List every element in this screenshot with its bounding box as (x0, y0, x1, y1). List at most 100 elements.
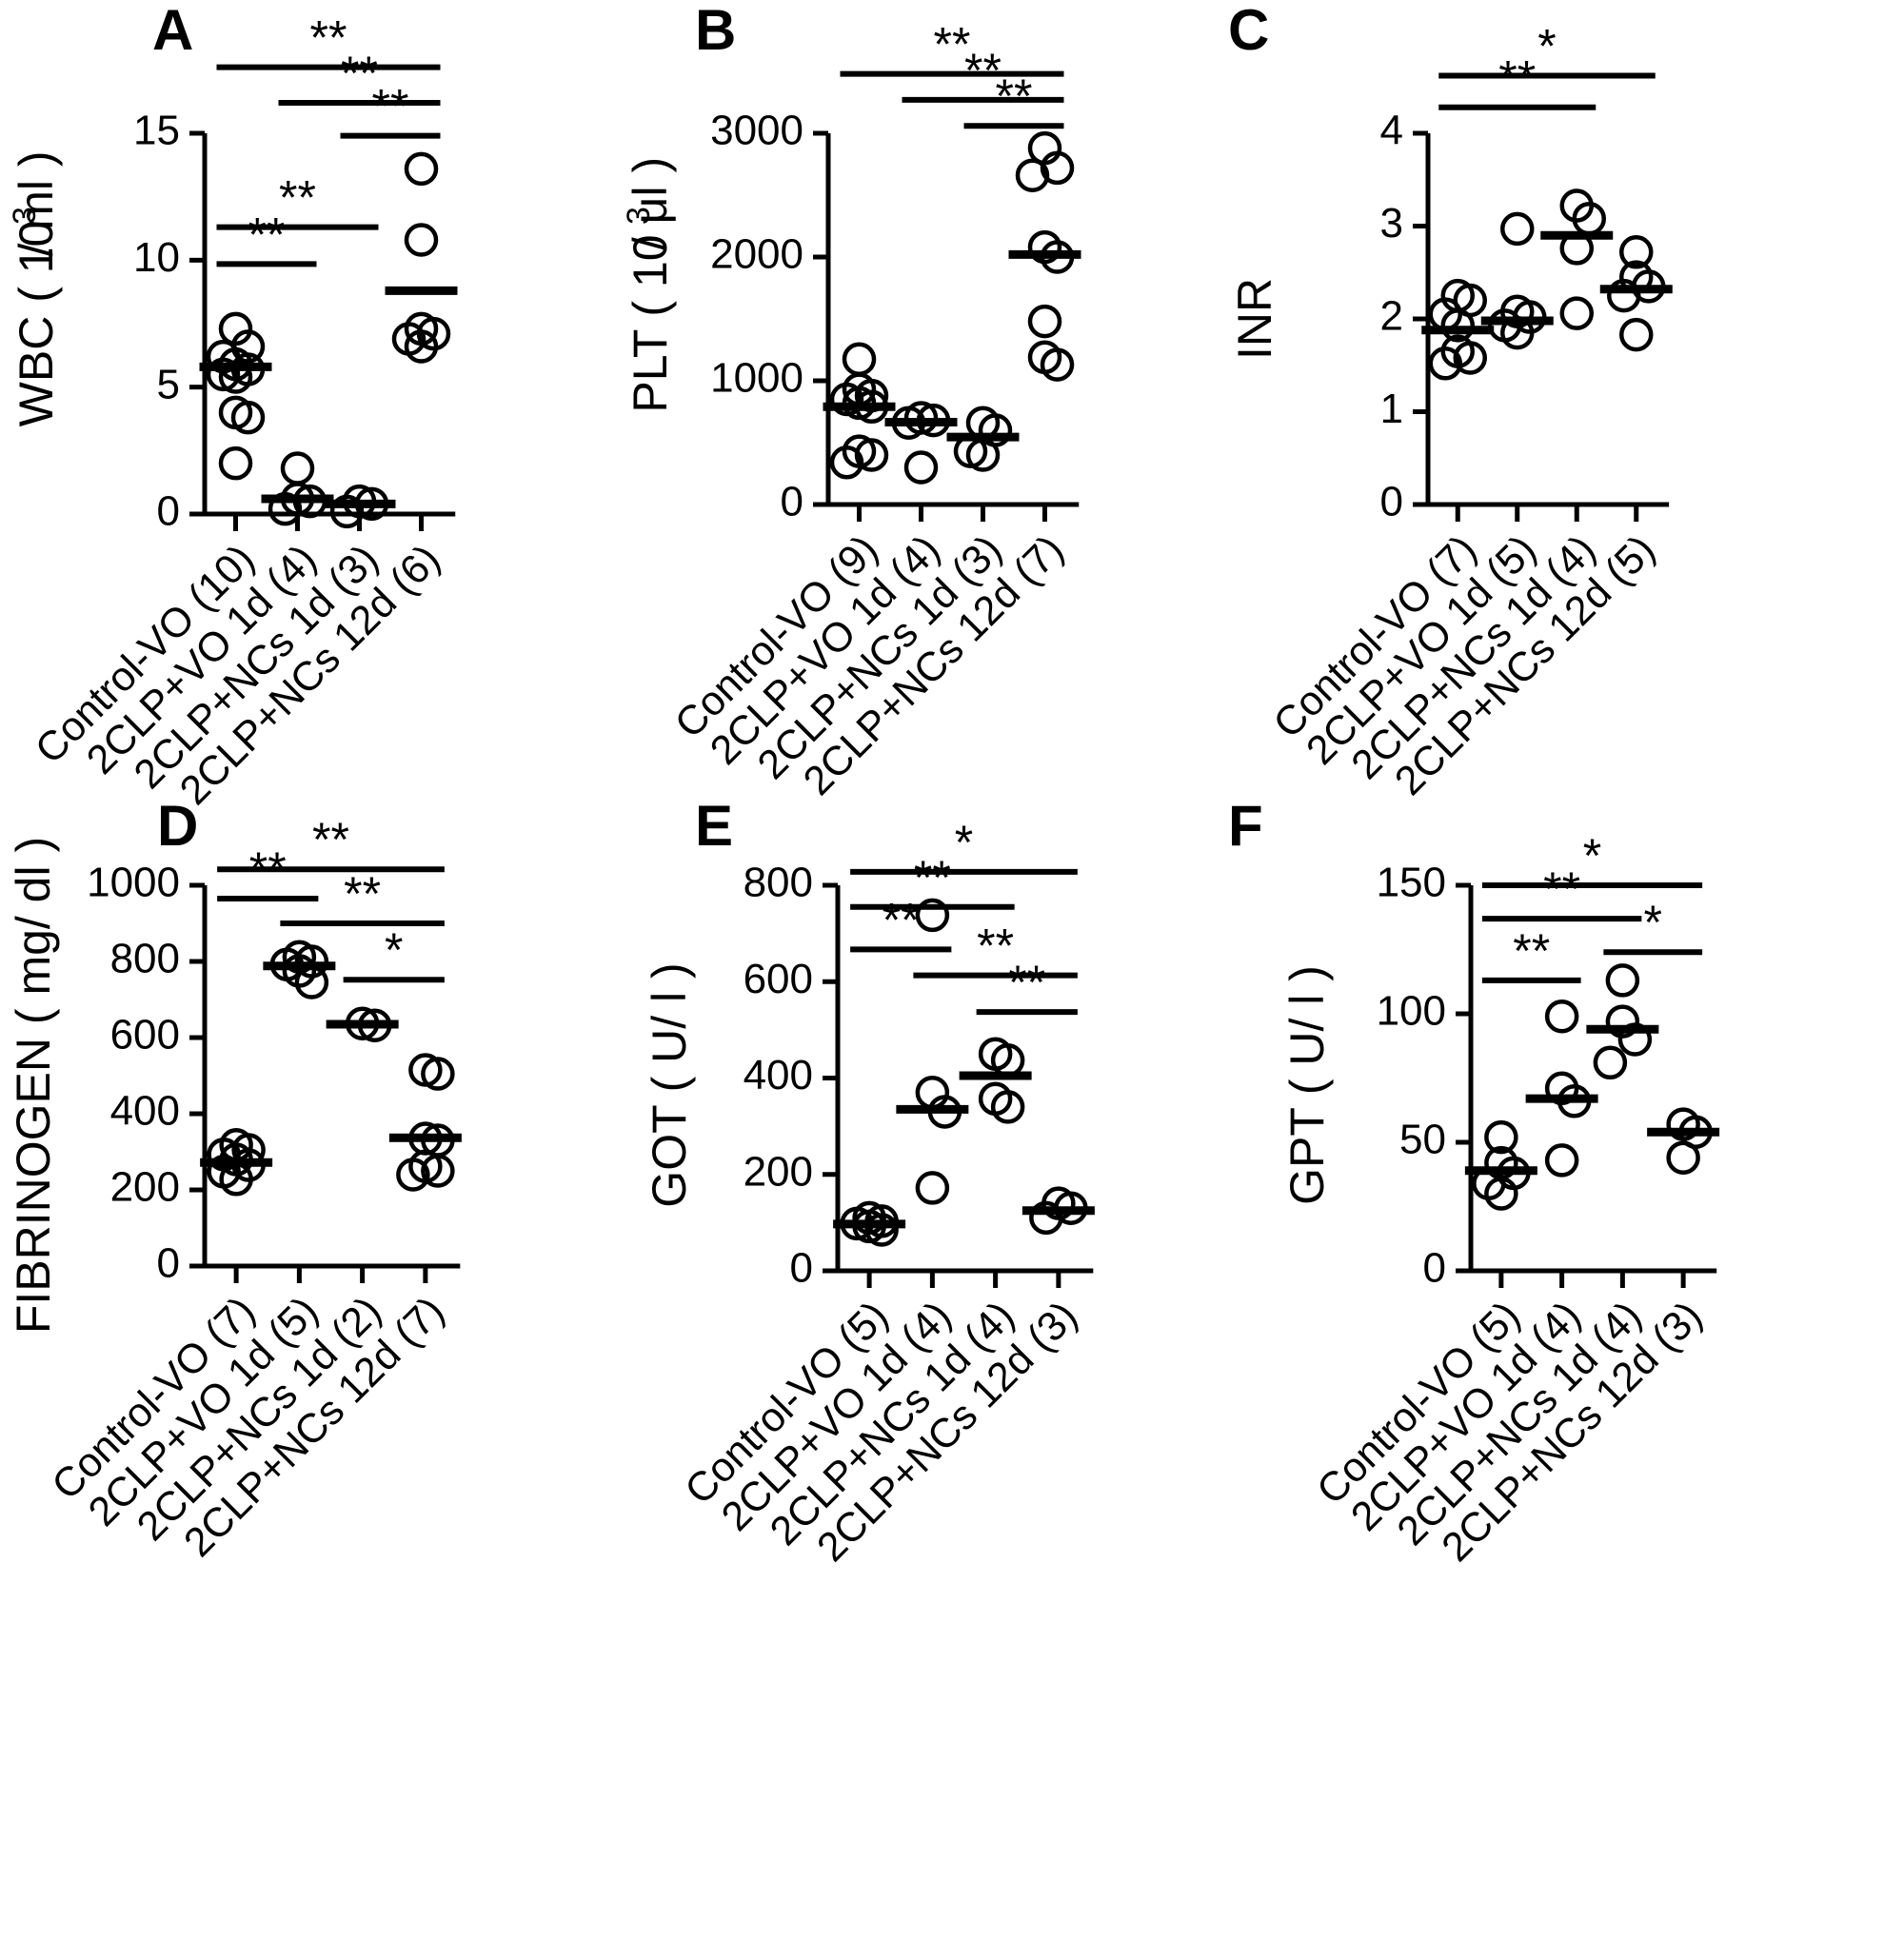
significance-star: ** (1543, 862, 1580, 916)
data-point (1040, 150, 1075, 186)
x-category-label: 2CLP+NCs 12d (7) (175, 1288, 453, 1566)
panel-letter-a: A (152, 0, 194, 62)
svg-text:Control-VO (7): Control-VO (7) (44, 1288, 265, 1509)
x-category-label: 2CLP+VO 1d (4) (702, 526, 949, 774)
y-tick-label: 4 (1380, 108, 1403, 154)
x-category-label: 2CLP+VO 1d (4) (713, 1293, 961, 1540)
y-tick-label: 3000 (710, 108, 803, 154)
data-point (282, 954, 317, 988)
data-point (1488, 308, 1522, 343)
data-point (1544, 1071, 1579, 1106)
data-point (1559, 296, 1594, 330)
data-point (1605, 963, 1640, 998)
y-axis-title-exponent: 3 (621, 207, 657, 225)
data-point (1472, 1166, 1506, 1200)
data-point (1544, 1143, 1579, 1178)
significance-star: ** (312, 813, 349, 866)
data-point (206, 339, 241, 374)
data-point (357, 1008, 392, 1042)
significance-star: * (1537, 20, 1556, 73)
data-point (230, 329, 266, 364)
significance-star: ** (977, 920, 1014, 973)
data-point (231, 1133, 266, 1167)
data-point (207, 1138, 241, 1172)
svg-text:Control-VO (5): Control-VO (5) (677, 1293, 898, 1514)
data-point (218, 445, 253, 481)
y-tick-label: 600 (744, 956, 813, 1002)
svg-text:2CLP+NCs 1d (4): 2CLP+NCs 1d (4) (762, 1293, 1023, 1554)
significance-star: * (1644, 896, 1662, 949)
y-axis-title: PLT ( 10 3/ μl ) (621, 157, 677, 413)
data-point (1497, 1156, 1531, 1191)
panel-letter-e: E (695, 794, 734, 858)
svg-text:2CLP+NCs 1d (3): 2CLP+NCs 1d (3) (749, 526, 1011, 788)
data-point (1500, 294, 1535, 328)
data-point (978, 413, 1013, 447)
svg-text:2CLP+VO 1d (5): 2CLP+VO 1d (5) (80, 1288, 327, 1535)
data-point (292, 484, 327, 519)
data-point (1500, 211, 1535, 247)
data-point (218, 395, 253, 430)
data-point (1619, 260, 1654, 294)
svg-text:2CLP+VO 1d (4): 2CLP+VO 1d (4) (78, 536, 326, 783)
y-tick-label: 2000 (710, 231, 803, 278)
data-point (1015, 158, 1050, 192)
data-point (342, 484, 377, 519)
svg-text:2CLP+VO 1d (5): 2CLP+VO 1d (5) (1298, 526, 1545, 774)
svg-text:2CLP+VO 1d (4): 2CLP+VO 1d (4) (713, 1293, 961, 1540)
significance-star: ** (883, 893, 920, 946)
data-point (864, 1213, 899, 1247)
panel-letter-c: C (1228, 0, 1270, 62)
y-tick-label: 400 (744, 1052, 813, 1099)
x-category-label: 2CLP+NCs 1d (3) (749, 526, 1011, 788)
svg-text:GPT ( U/ l ): GPT ( U/ l ) (1280, 965, 1334, 1205)
data-point (927, 1095, 962, 1129)
significance-star: ** (372, 80, 409, 133)
data-point (219, 1128, 253, 1162)
significance-star: ** (248, 208, 286, 261)
x-category-label: 2CLP+NCs 12d (5) (1386, 526, 1664, 804)
data-point (294, 965, 329, 1000)
data-point (1666, 1107, 1700, 1141)
svg-text:Control-VO (5): Control-VO (5) (1308, 1293, 1529, 1514)
data-point (1440, 334, 1475, 368)
svg-text:2CLP+VO 1d (4): 2CLP+VO 1d (4) (1342, 1293, 1590, 1540)
data-point (1453, 341, 1487, 375)
svg-text:2CLP+NCs 1d (4): 2CLP+NCs 1d (4) (1389, 1293, 1651, 1554)
data-point (408, 1053, 443, 1087)
data-point (1557, 1084, 1592, 1118)
x-category-label: 2CLP+NCs 12d (6) (171, 536, 449, 814)
data-point (854, 438, 889, 472)
svg-text:INR: INR (1228, 278, 1281, 360)
y-tick-label: 2 (1380, 293, 1403, 340)
data-point (219, 1142, 253, 1177)
data-point (1027, 304, 1062, 339)
significance-star: ** (934, 18, 971, 71)
svg-text:2CLP+NCs 12d (3): 2CLP+NCs 12d (3) (808, 1293, 1086, 1571)
x-category-label: 2CLP+NCs 12d (7) (795, 526, 1073, 804)
data-point (842, 372, 877, 406)
panel-letter-f: F (1228, 794, 1263, 858)
y-axis-title: FIBRINOGEN ( mg/ dl ) (7, 837, 60, 1334)
data-point (1605, 1004, 1640, 1039)
y-axis-title-tail: / μl ) (624, 157, 677, 250)
significance-star: ** (964, 44, 1002, 97)
data-point (842, 434, 877, 468)
data-point (345, 1006, 380, 1040)
data-point (1453, 283, 1487, 318)
significance-star: ** (1498, 51, 1536, 105)
data-point (404, 223, 439, 257)
significance-star: ** (914, 851, 951, 904)
y-axis-title-exponent: 3 (7, 207, 43, 225)
data-point (219, 1162, 253, 1197)
data-point (1572, 201, 1606, 236)
significance-star: ** (1513, 924, 1550, 978)
data-point (1632, 269, 1666, 304)
data-point (840, 1206, 874, 1241)
y-tick-label: 200 (110, 1164, 180, 1211)
data-point (915, 898, 950, 933)
svg-text:2CLP+NCs 12d (7): 2CLP+NCs 12d (7) (175, 1288, 453, 1566)
data-point (842, 342, 877, 376)
